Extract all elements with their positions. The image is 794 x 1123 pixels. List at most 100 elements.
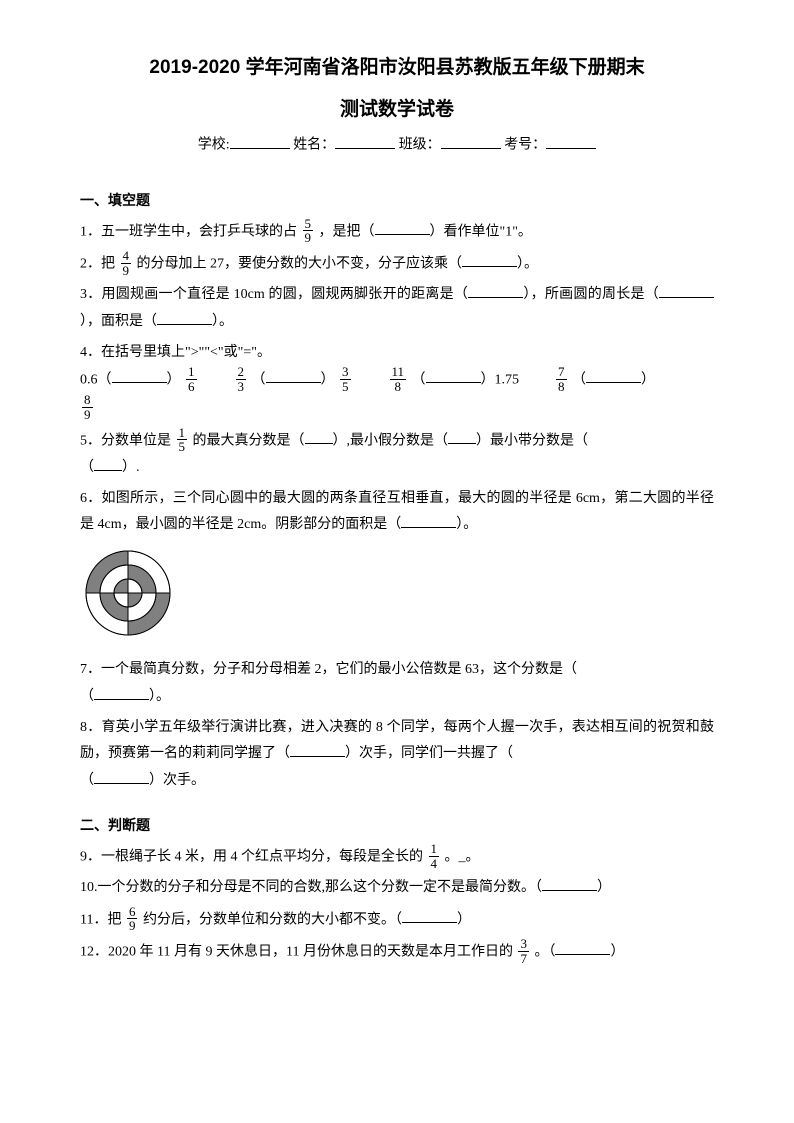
frac-num: 11 — [390, 365, 407, 380]
q5-blank2[interactable] — [448, 429, 476, 444]
frac-den: 9 — [121, 264, 132, 278]
frac-num: 4 — [121, 249, 132, 264]
q10-text-a: 10.一个分数的分子和分母是不同的合数,那么这个分数一定不是最简分数。（ — [80, 880, 542, 895]
q4-v06: 0.6（ — [80, 372, 112, 387]
q6-text-a: 6．如图所示，三个同心圆中的最大圆的两条直径互相垂直，最大的圆的半径是 6cm，… — [80, 491, 714, 533]
info-line: 学校: 姓名： 班级： 考号： — [80, 132, 714, 159]
frac-num: 2 — [236, 365, 247, 380]
frac-num: 1 — [429, 842, 440, 857]
frac-num: 7 — [556, 365, 567, 380]
frac-den: 9 — [303, 231, 314, 245]
q5-blank3[interactable] — [94, 456, 122, 471]
q4-blank2[interactable] — [266, 368, 321, 383]
q4-frac3: 35 — [340, 365, 351, 393]
q9-text-b: 。_。 — [445, 849, 480, 864]
frac-den: 4 — [429, 857, 440, 871]
q5-text-b: 的最大真分数是（ — [193, 433, 305, 448]
q4-row1: 0.6（） 16 23 （） 35 118 （）1.75 78 （） — [80, 366, 714, 394]
q4-frac4: 118 — [390, 365, 407, 393]
q5-text-d: ）最小带分数是（ — [476, 433, 588, 448]
frac-num: 3 — [518, 937, 529, 952]
q12-text-b: 。（ — [534, 944, 555, 959]
q2-text-c: ）。 — [517, 256, 538, 271]
q4-blank1[interactable] — [112, 368, 167, 383]
section-2-head: 二、判断题 — [80, 812, 714, 839]
q4-v175: ）1.75 — [481, 372, 520, 387]
frac-num: 1 — [177, 426, 188, 441]
concentric-circles-icon — [80, 545, 176, 641]
q4-open3: （ — [412, 372, 426, 387]
q6-blank[interactable] — [401, 513, 456, 528]
q11-text-c: ） — [457, 912, 471, 927]
q3-text-a: 3．用圆规画一个直径是 10cm 的圆，圆规两脚张开的距离是（ — [80, 287, 468, 302]
q12-text-a: 12．2020 年 11 月有 9 天休息日，11 月份休息日的天数是本月工作日… — [80, 944, 513, 959]
examno-label: 考号： — [504, 138, 546, 153]
name-label: 姓名： — [293, 138, 335, 153]
q4-open2: （ — [252, 372, 266, 387]
q4-row2: 89 — [80, 394, 714, 422]
q2-text-a: 2．把 — [80, 256, 115, 271]
q5-blank1[interactable] — [305, 429, 333, 444]
q4-open4: （ — [572, 372, 586, 387]
section-1-head: 一、填空题 — [80, 187, 714, 214]
frac-num: 1 — [186, 365, 197, 380]
q1-frac: 59 — [303, 217, 314, 245]
q8-blank1[interactable] — [290, 742, 345, 757]
q3-blank1[interactable] — [468, 283, 523, 298]
q5: 5．分数单位是 15 的最大真分数是（）,最小假分数是（）最小带分数是（ （）. — [80, 427, 714, 482]
q9: 9．一根绳子长 4 米，用 4 个红点平均分，每段是全长的 14 。_。 — [80, 843, 714, 871]
title-line2: 测试数学试卷 — [80, 92, 714, 128]
frac-den: 5 — [177, 440, 188, 454]
q1-blank[interactable] — [375, 220, 430, 235]
frac-den: 8 — [390, 380, 407, 394]
q5-text-c: ）,最小假分数是（ — [333, 433, 449, 448]
examno-blank[interactable] — [546, 132, 596, 148]
q4-close1: ） — [167, 372, 181, 387]
frac-den: 9 — [127, 919, 138, 933]
q11-blank[interactable] — [402, 908, 457, 923]
q1-text-c: ）看作单位"1"。 — [430, 224, 532, 239]
q5-text-e: ）. — [122, 460, 140, 475]
q8-blank2[interactable] — [94, 769, 149, 784]
q8-text-c: ）次手。 — [149, 773, 205, 788]
q1-text-b: ，是把（ — [319, 224, 375, 239]
q12-blank[interactable] — [555, 940, 610, 955]
q12: 12．2020 年 11 月有 9 天休息日，11 月份休息日的天数是本月工作日… — [80, 938, 714, 966]
q7-text-b: ）。 — [149, 689, 170, 704]
frac-den: 7 — [518, 952, 529, 966]
q2-blank[interactable] — [462, 252, 517, 267]
q3-blank3[interactable] — [157, 310, 212, 325]
frac-den: 5 — [340, 380, 351, 394]
q8-text-b: ）次手，同学们一共握了（ — [345, 746, 513, 761]
q2-text-b: 的分母加上 27，要使分数的大小不变，分子应该乘（ — [137, 256, 463, 271]
q4-blank4[interactable] — [586, 368, 641, 383]
q5-text-a: 5．分数单位是 — [80, 433, 171, 448]
q1-text-a: 1．五一班学生中，会打乒乓球的占 — [80, 224, 297, 239]
frac-num: 5 — [303, 217, 314, 232]
q7-text-a: 7．一个最简真分数，分子和分母相差 2，它们的最小公倍数是 63，这个分数是（ — [80, 662, 577, 677]
name-blank[interactable] — [335, 132, 395, 148]
q10-blank[interactable] — [542, 876, 597, 891]
school-blank[interactable] — [230, 132, 290, 148]
frac-num: 3 — [340, 365, 351, 380]
q2: 2．把 49 的分母加上 27，要使分数的大小不变，分子应该乘（ ）。 — [80, 250, 714, 278]
q7: 7．一个最简真分数，分子和分母相差 2，它们的最小公倍数是 63，这个分数是（（… — [80, 657, 714, 710]
class-blank[interactable] — [441, 132, 501, 148]
q11-text-b: 约分后，分数单位和分数的大小都不变。（ — [143, 912, 402, 927]
q4-close4: ） — [641, 372, 655, 387]
q12-frac: 37 — [518, 937, 529, 965]
title-line1: 2019-2020 学年河南省洛阳市汝阳县苏教版五年级下册期末 — [80, 50, 714, 86]
q7-blank[interactable] — [94, 685, 149, 700]
q3: 3．用圆规画一个直径是 10cm 的圆，圆规两脚张开的距离是（），所画圆的周长是… — [80, 282, 714, 335]
q5-frac: 15 — [177, 426, 188, 454]
q4-close2: ） — [321, 372, 335, 387]
q12-text-c: ） — [610, 944, 624, 959]
frac-den: 3 — [236, 380, 247, 394]
school-label: 学校: — [198, 138, 230, 153]
q4-blank3[interactable] — [426, 368, 481, 383]
q3-blank2[interactable] — [659, 283, 714, 298]
q4-frac6: 89 — [82, 393, 93, 421]
q8: 8．育英小学五年级举行演讲比赛，进入决赛的 8 个同学，每两个人握一次手，表达相… — [80, 715, 714, 795]
frac-num: 8 — [82, 393, 93, 408]
q10-text-b: ） — [597, 880, 611, 895]
